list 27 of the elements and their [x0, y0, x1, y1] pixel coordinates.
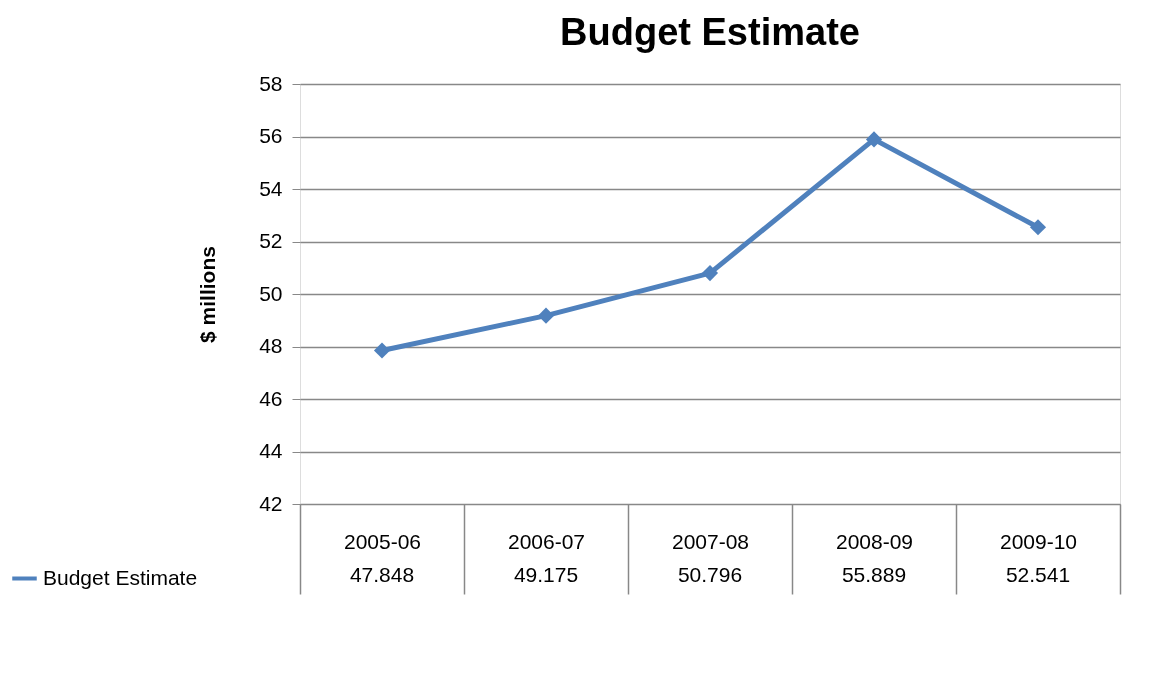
- y-tick-label: 42: [259, 491, 283, 515]
- x-tick-label: 2008-09: [835, 529, 914, 553]
- y-tick-label: 50: [259, 281, 283, 305]
- y-tick-label: 54: [259, 176, 283, 200]
- point: [1029, 219, 1047, 236]
- point: [701, 265, 719, 282]
- point: [865, 131, 883, 148]
- data-label: 55.889: [841, 563, 907, 586]
- data-label: 47.848: [349, 563, 415, 586]
- x-tick-label: 2005-06: [343, 529, 422, 553]
- x-tick-label: 2009-10: [999, 529, 1078, 553]
- x-tick-label: 2006-07: [507, 529, 586, 553]
- y-tick-label: 46: [259, 386, 283, 410]
- chart-title: Budget Estimate: [560, 11, 860, 53]
- y-tick-label: 44: [259, 439, 283, 462]
- legend-label: Budget Estimate: [43, 565, 198, 589]
- x-tick-label: 2007-08: [671, 529, 750, 553]
- data-label: 49.175: [513, 563, 579, 586]
- y-tick-label: 58: [259, 71, 283, 95]
- y-tick-label: 48: [259, 334, 283, 357]
- data-label: 52.541: [1005, 563, 1071, 586]
- y-tick-label: 56: [259, 124, 283, 147]
- point: [373, 342, 391, 359]
- point: [537, 307, 555, 324]
- y-axis-title: $ millions: [196, 246, 220, 343]
- data-label: 50.796: [677, 563, 743, 586]
- y-tick-label: 52: [259, 229, 283, 252]
